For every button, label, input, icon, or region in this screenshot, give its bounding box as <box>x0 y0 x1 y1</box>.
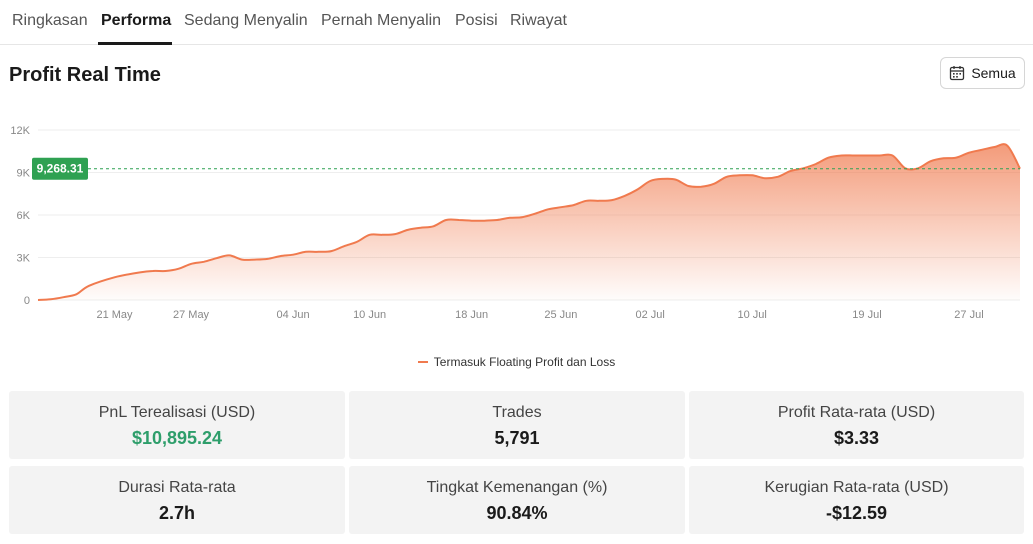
profit-chart: 0 3K 6K 9K 12K 21 May 27 May 04 Jun 10 Jun 18 Ju… <box>10 125 1021 321</box>
stat-value: 2.7h <box>158 503 196 523</box>
current-value-label: 9,268.31 <box>37 162 84 176</box>
x-tick-label: 18 Jun <box>455 309 488 321</box>
stat-value: 5,791 <box>494 428 540 448</box>
stat-label: PnL Terealisasi (USD) <box>98 404 256 421</box>
section-title: Profit Real Time <box>9 64 161 86</box>
stat-label: Kerugian Rata-rata (USD) <box>764 479 949 496</box>
active-tab-indicator <box>98 42 172 45</box>
stat-card-avg-duration: Durasi Rata-rata 2.7h <box>9 466 345 534</box>
profit-area <box>38 144 1020 300</box>
y-tick-label: 0 <box>24 295 30 307</box>
stat-value: $10,895.24 <box>131 428 223 448</box>
tab-posisi[interactable]: Posisi <box>455 12 498 29</box>
legend-label: Termasuk Floating Profit dan Loss <box>433 355 616 369</box>
stat-value: -$12.59 <box>825 503 888 523</box>
x-tick-label: 25 Jun <box>544 309 577 321</box>
stat-value: 90.84% <box>486 503 548 523</box>
profit-line <box>37 143 1021 301</box>
x-tick-label: 27 Jul <box>954 309 983 321</box>
stat-card-avg-loss: Kerugian Rata-rata (USD) -$12.59 <box>689 466 1024 534</box>
tab-bar: Ringkasan Performa Sedang Menyalin Perna… <box>0 0 1033 45</box>
stat-label: Trades <box>492 404 542 421</box>
stat-card-win-rate: Tingkat Kemenangan (%) 90.84% <box>349 466 685 534</box>
x-tick-label: 19 Jul <box>852 309 881 321</box>
x-tick-label: 27 May <box>173 309 210 321</box>
calendar-icon <box>950 66 965 81</box>
x-tick-label: 02 Jul <box>635 309 664 321</box>
range-select-button[interactable]: Semua <box>940 57 1025 89</box>
y-tick-label: 6K <box>17 210 31 222</box>
stat-card-avg-profit: Profit Rata-rata (USD) $3.33 <box>689 391 1024 459</box>
x-tick-label: 10 Jul <box>738 309 767 321</box>
tab-ringkasan[interactable]: Ringkasan <box>12 12 88 29</box>
x-tick-label: 10 Jun <box>353 309 386 321</box>
stat-card-pnl: PnL Terealisasi (USD) $10,895.24 <box>9 391 345 459</box>
stat-card-trades: Trades 5,791 <box>349 391 685 459</box>
current-value-marker: 9,268.31 <box>32 157 88 180</box>
y-tick-label: 12K <box>10 125 30 137</box>
tab-sedang-menyalin[interactable]: Sedang Menyalin <box>184 12 308 29</box>
y-tick-label: 3K <box>17 253 31 265</box>
y-tick-label: 9K <box>17 168 31 180</box>
tab-riwayat[interactable]: Riwayat <box>510 12 567 29</box>
range-button-label: Semua <box>971 65 1016 81</box>
stat-value: $3.33 <box>833 428 880 448</box>
legend-swatch <box>417 361 428 363</box>
stat-label: Profit Rata-rata (USD) <box>777 404 936 421</box>
stat-label: Tingkat Kemenangan (%) <box>426 479 608 496</box>
x-tick-label: 21 May <box>96 309 133 321</box>
tab-pernah-menyalin[interactable]: Pernah Menyalin <box>321 12 442 29</box>
stat-label: Durasi Rata-rata <box>118 479 236 496</box>
tab-performa[interactable]: Performa <box>101 12 172 29</box>
chart-legend: Termasuk Floating Profit dan Loss <box>0 355 1033 369</box>
x-tick-label: 04 Jun <box>277 309 310 321</box>
